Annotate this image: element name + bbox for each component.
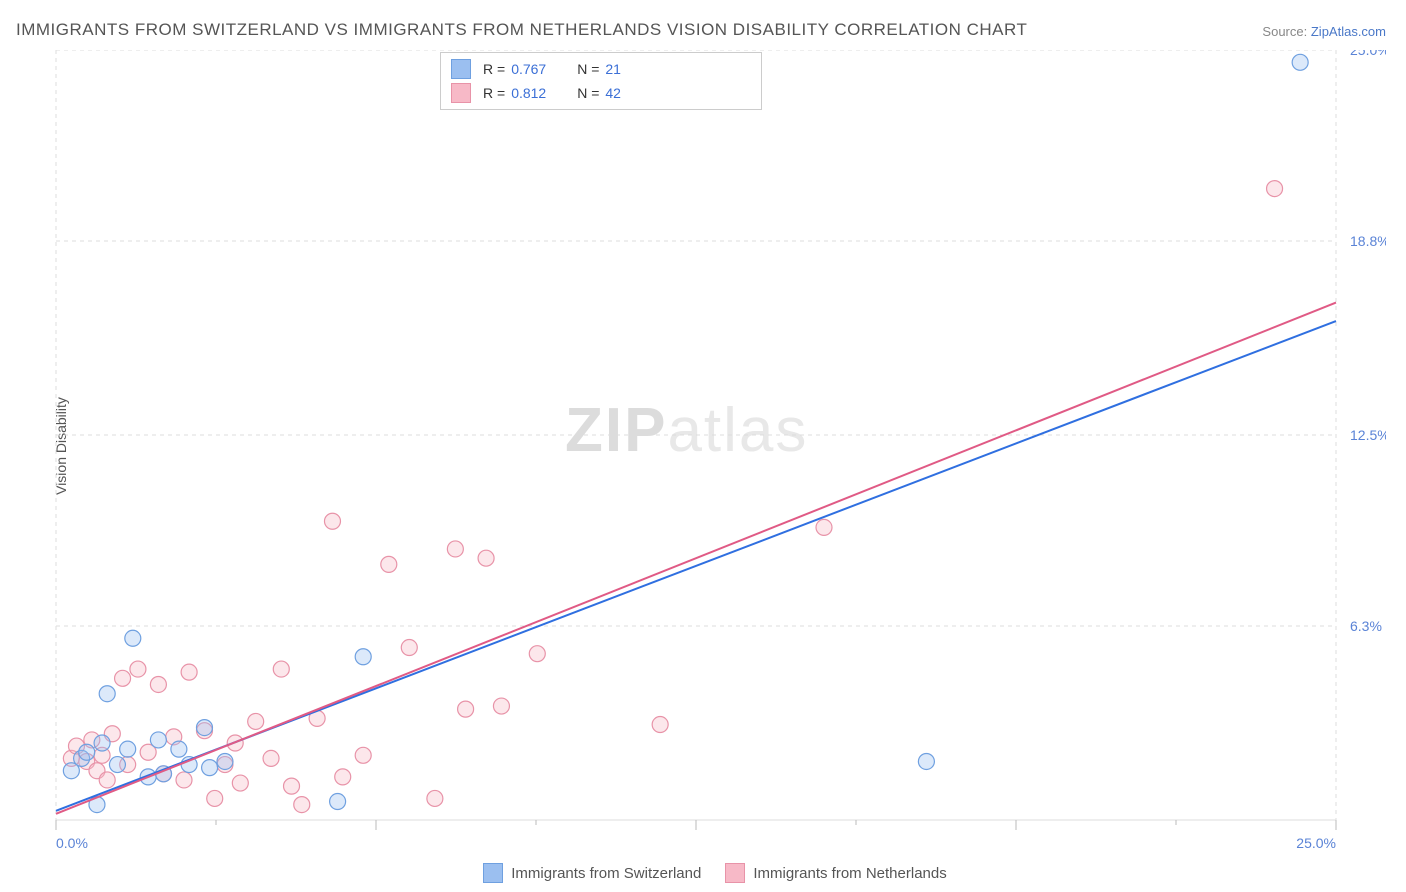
svg-text:18.8%: 18.8% <box>1350 233 1386 249</box>
source-link[interactable]: ZipAtlas.com <box>1311 24 1386 39</box>
legend-stats-row: R = 0.812 N = 42 <box>441 81 761 105</box>
legend-n-value: 21 <box>605 61 651 77</box>
svg-text:6.3%: 6.3% <box>1350 618 1382 634</box>
legend-r-label: R = <box>483 85 505 101</box>
legend-series: Immigrants from Switzerland Immigrants f… <box>459 863 946 883</box>
svg-text:0.0%: 0.0% <box>56 835 88 850</box>
svg-text:12.5%: 12.5% <box>1350 427 1386 443</box>
legend-series-label: Immigrants from Switzerland <box>511 865 701 882</box>
legend-r-label: R = <box>483 61 505 77</box>
chart-title: IMMIGRANTS FROM SWITZERLAND VS IMMIGRANT… <box>16 20 1027 40</box>
legend-swatch <box>451 83 471 103</box>
legend-swatch <box>483 863 503 883</box>
svg-text:25.0%: 25.0% <box>1296 835 1336 850</box>
legend-stats-row: R = 0.767 N = 21 <box>441 57 761 81</box>
legend-n-label: N = <box>577 85 599 101</box>
legend-r-value: 0.767 <box>511 61 557 77</box>
legend-n-label: N = <box>577 61 599 77</box>
legend-swatch <box>451 59 471 79</box>
legend-n-value: 42 <box>605 85 651 101</box>
scatter-chart: 6.3% 12.5% 18.8% 25.0% 0.0% 25.0% <box>46 50 1386 850</box>
source-attribution: Source: ZipAtlas.com <box>1262 24 1386 39</box>
source-label: Source: <box>1262 24 1307 39</box>
legend-r-value: 0.812 <box>511 85 557 101</box>
legend-swatch <box>725 863 745 883</box>
legend-stats: R = 0.767 N = 21 R = 0.812 N = 42 <box>440 52 762 110</box>
legend-series-label: Immigrants from Netherlands <box>753 865 946 882</box>
svg-text:25.0%: 25.0% <box>1350 50 1386 58</box>
